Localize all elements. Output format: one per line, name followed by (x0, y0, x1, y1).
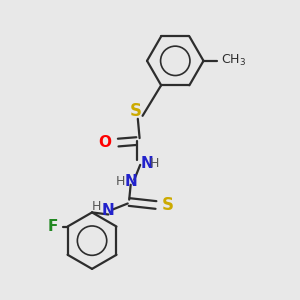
Text: CH$_3$: CH$_3$ (221, 53, 247, 68)
Text: F: F (48, 219, 58, 234)
Text: S: S (162, 196, 174, 214)
Text: H: H (149, 157, 159, 170)
Text: H: H (92, 200, 101, 213)
Text: O: O (98, 135, 111, 150)
Text: S: S (130, 102, 142, 120)
Text: H: H (116, 175, 125, 188)
Text: N: N (102, 203, 115, 218)
Text: N: N (124, 174, 137, 189)
Text: N: N (141, 156, 154, 171)
